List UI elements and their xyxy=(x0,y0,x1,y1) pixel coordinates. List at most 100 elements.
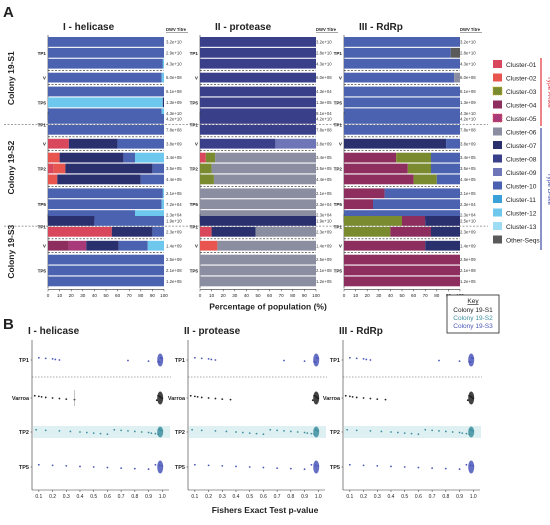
titre-value: 4.2e+10 xyxy=(316,117,332,122)
x-tick-label: 100 xyxy=(160,293,168,298)
scatter-point xyxy=(221,398,224,400)
panel-b-xlabel: Fishers Exact Test p-value xyxy=(212,505,319,515)
scatter-point xyxy=(306,432,309,434)
scatter-point xyxy=(37,463,40,466)
titre-value: 2.1e+05 xyxy=(166,191,182,196)
bar-segment xyxy=(344,216,402,226)
x-tick-label: 20 xyxy=(365,293,371,298)
scatter-point xyxy=(403,432,406,434)
scatter-point xyxy=(133,430,136,433)
x-tick-label: 0.4 xyxy=(233,494,240,500)
bar-segment xyxy=(152,163,164,174)
scatter-point xyxy=(193,395,196,398)
legend-label: Cluster-08 xyxy=(506,157,537,164)
legend-swatch xyxy=(493,60,502,68)
scatter-point xyxy=(147,431,150,434)
bar-segment xyxy=(48,152,60,163)
titre-value: 1.4e+09 xyxy=(166,243,182,248)
scatter-point xyxy=(207,358,210,360)
group-label: TP1 xyxy=(38,122,47,127)
category-label: TP2 xyxy=(175,430,185,436)
legend-label: Cluster-12 xyxy=(506,211,537,218)
scatter-point xyxy=(417,466,420,469)
scatter-point xyxy=(362,358,365,360)
bar-segment xyxy=(200,47,316,58)
titre-value: 7.8e+08 xyxy=(460,127,476,132)
titre-value: 2.3e+04 xyxy=(316,213,332,218)
legend-label: Cluster-13 xyxy=(506,224,537,231)
titre-value: 4.3e+04 xyxy=(316,89,332,94)
legend-swatch xyxy=(492,86,503,96)
bar-segment xyxy=(344,163,408,174)
dense-cluster xyxy=(157,391,164,405)
dense-cluster xyxy=(313,391,320,405)
legend-swatch xyxy=(493,73,502,82)
dwv-titre-header: DWV Titre xyxy=(166,27,187,32)
tp2-band xyxy=(344,426,481,438)
titre-value: 3.8e+09 xyxy=(166,141,182,146)
titre-value: 3.4e+05 xyxy=(460,155,476,160)
type-a-label: Type A-like xyxy=(546,76,550,108)
x-tick-label: 0.7 xyxy=(274,494,281,500)
x-tick-label: 0.7 xyxy=(429,494,436,500)
scatter-point xyxy=(303,431,306,434)
titre-value: 1.4e+09 xyxy=(460,243,476,248)
scatter-point xyxy=(465,432,468,435)
bar-segment xyxy=(200,37,316,47)
scatter-point xyxy=(410,432,413,435)
key-item: Colony 19-S1 xyxy=(453,307,493,314)
bar-segment xyxy=(57,174,141,185)
scatter-point xyxy=(193,463,196,466)
legend-label: Cluster-06 xyxy=(506,130,537,137)
bar-segment xyxy=(117,138,164,149)
bar-segment xyxy=(344,174,414,185)
titre-value: 2.5e+09 xyxy=(316,257,332,262)
titre-value: 3.4e+05 xyxy=(316,155,332,160)
bar-segment xyxy=(344,86,460,97)
x-tick-label: 80 xyxy=(138,293,144,298)
scatter-point xyxy=(229,398,232,401)
legend-label: Cluster-11 xyxy=(506,197,536,204)
x-tick-label: 1.0 xyxy=(159,494,166,500)
bar-segment xyxy=(48,240,69,251)
x-tick-label: 0 xyxy=(343,293,346,298)
titre-value: 2.3e+04 xyxy=(166,213,182,218)
scatter-point xyxy=(214,359,217,361)
x-tick-label: 0.9 xyxy=(145,494,152,500)
x-tick-label: 0.4 xyxy=(388,494,395,500)
bar-segment xyxy=(200,152,206,163)
x-tick-label: 0.6 xyxy=(260,494,267,500)
x-tick-label: 70 xyxy=(279,293,285,298)
key-item: Colony 19-S2 xyxy=(453,315,493,322)
titre-value: 8.1e+04 xyxy=(316,111,332,116)
key-box xyxy=(446,294,500,334)
key-title: Key xyxy=(467,298,479,305)
scatter-point xyxy=(276,429,279,432)
tp2-band xyxy=(33,426,170,438)
x-tick-label: 10 xyxy=(353,293,359,298)
scatter-point xyxy=(348,356,351,359)
x-tick-label: 0.3 xyxy=(63,494,70,500)
category-label: TP2 xyxy=(19,430,29,436)
scatter-point xyxy=(207,464,210,467)
bar-segment xyxy=(48,210,135,220)
titre-value: 2.3e+04 xyxy=(460,202,476,207)
x-tick-label: 80 xyxy=(434,293,440,298)
x-tick-label: 30 xyxy=(80,293,86,298)
bar-segment xyxy=(425,240,460,251)
titre-value: 6.0e+08 xyxy=(316,75,332,80)
x-tick-label: 0.8 xyxy=(287,494,294,500)
scatter-point xyxy=(113,428,116,431)
scatter-point xyxy=(403,466,406,468)
titre-value: 2.5e+09 xyxy=(166,257,182,262)
x-tick-label: 50 xyxy=(103,293,109,298)
scatter-point xyxy=(58,430,61,432)
scatter-point xyxy=(384,398,387,401)
legend-label: Cluster-07 xyxy=(506,143,537,150)
scatter-point xyxy=(255,432,258,435)
bar-segment xyxy=(65,163,153,174)
x-tick-label: 0.3 xyxy=(374,494,381,500)
scatter-point xyxy=(461,432,464,434)
scatter-point xyxy=(438,359,440,362)
